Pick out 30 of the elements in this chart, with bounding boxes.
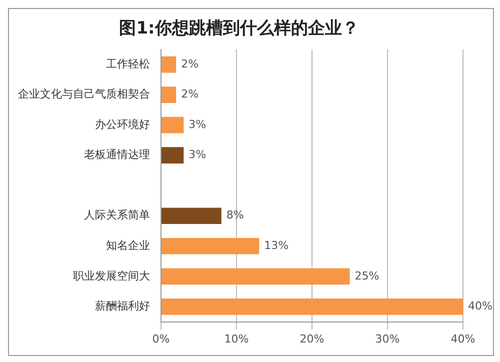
y-tick-label: 职业发展空间大	[73, 269, 150, 282]
y-tick-label: 薪酬福利好	[95, 300, 150, 313]
y-tick-label: 人际关系简单	[84, 208, 150, 222]
x-tick-label: 10%	[224, 332, 249, 346]
data-label: 8%	[226, 208, 244, 222]
bar	[162, 86, 176, 103]
data-label: 2%	[181, 57, 199, 70]
data-label: 13%	[264, 238, 289, 252]
y-tick-label: 知名企业	[106, 238, 150, 252]
bar	[162, 238, 260, 254]
bar	[162, 147, 184, 164]
x-tick-label: 40%	[450, 332, 476, 346]
bar	[162, 268, 350, 285]
y-tick-label: 老板通情达理	[84, 148, 150, 162]
x-tick-label: 20%	[300, 332, 324, 346]
bar	[162, 298, 463, 315]
data-label: 3%	[188, 118, 206, 131]
y-tick-label: 办公环境好	[95, 118, 150, 131]
x-tick-label: 30%	[375, 332, 400, 346]
bar	[162, 56, 176, 73]
chart-title: 图1:你想跳槽到什么样的企业？	[119, 18, 359, 39]
data-label: 2%	[181, 88, 199, 101]
bar	[162, 116, 184, 134]
data-label: 25%	[354, 269, 380, 282]
data-label: 40%	[468, 300, 492, 313]
data-label: 3%	[188, 148, 206, 162]
x-tick-label: 0%	[152, 332, 170, 346]
bar	[162, 208, 222, 224]
y-tick-label: 工作轻松	[106, 57, 150, 70]
y-tick-label: 企业文化与自己气质相契合	[18, 88, 150, 101]
